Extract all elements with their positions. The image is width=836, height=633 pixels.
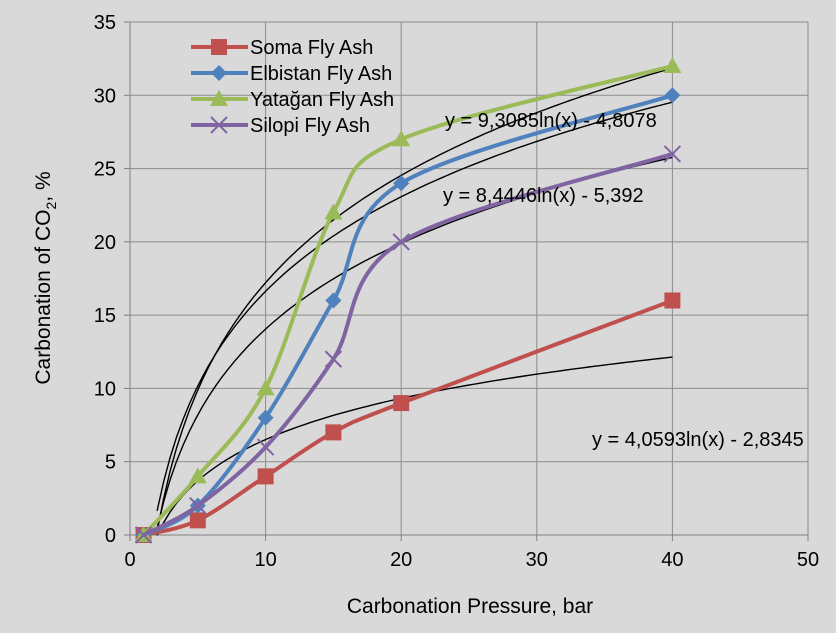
- series-silopi-fly-ash: [134, 145, 682, 544]
- legend-marker-silopi-fly-ash: [210, 116, 228, 134]
- x-axis-title: Carbonation Pressure, bar: [347, 595, 593, 618]
- y-tick-label: 25: [94, 159, 116, 181]
- trendline-equation-3: y = 4,0593ln(x) - 2,8345: [592, 429, 804, 451]
- y-tick-label: 15: [94, 305, 116, 327]
- legend-item-soma-fly-ash: Soma Fly Ash: [191, 37, 373, 59]
- data-point-soma-fly-ash-20: [393, 395, 410, 412]
- legend-marker-yata-an-fly-ash: [210, 90, 228, 106]
- axes: [124, 21, 809, 541]
- legend-item-elbistan-fly-ash: Elbistan Fly Ash: [191, 63, 392, 85]
- data-point-silopi-fly-ash-1: [134, 526, 153, 544]
- y-tick-label: 0: [105, 525, 116, 547]
- x-tick-label: 50: [797, 549, 819, 571]
- data-point-silopi-fly-ash-20: [392, 233, 410, 251]
- y-tick-label: 10: [94, 378, 116, 400]
- tick-labels: 0 5 10 15 20 25 30 35 0 10 20 30 40 50: [94, 12, 819, 571]
- legend-label-yata-an-fly-ash: Yatağan Fly Ash: [250, 89, 394, 111]
- data-point-elbistan-fly-ash-20: [393, 175, 410, 192]
- x-tick-label: 10: [254, 549, 276, 571]
- series-group: [134, 56, 682, 544]
- legend-marker-elbistan-fly-ash: [211, 65, 227, 81]
- x-tick-label: 30: [526, 549, 548, 571]
- data-point-elbistan-fly-ash-40: [664, 87, 681, 104]
- y-tick-label: 5: [105, 452, 116, 474]
- data-point-silopi-fly-ash-15: [324, 350, 343, 368]
- data-point-silopi-fly-ash-5: [189, 496, 207, 515]
- trendline-equation-2: y = 8,4446ln(x) - 5,392: [443, 185, 644, 207]
- data-point-yata-an-fly-ash-15: [324, 203, 343, 220]
- x-tick-label: 20: [390, 549, 412, 571]
- legend-item-yata-an-fly-ash: Yatağan Fly Ash: [191, 89, 394, 111]
- data-point-yata-an-fly-ash-40: [663, 56, 682, 73]
- trendline-4: [156, 67, 673, 532]
- data-point-silopi-fly-ash-40: [663, 145, 682, 163]
- data-point-soma-fly-ash-5: [189, 512, 206, 529]
- legend-label-soma-fly-ash: Soma Fly Ash: [250, 37, 373, 59]
- trendline-1: [156, 101, 673, 512]
- y-tick-label: 30: [94, 85, 116, 107]
- trendline-equations: y = 9,3085ln(x) - 4,8078 y = 8,4446ln(x) …: [443, 110, 804, 451]
- y-tick-label: 35: [94, 12, 116, 34]
- data-point-yata-an-fly-ash-20: [392, 130, 411, 147]
- y-axis-title-main: Carbonation of CO: [32, 210, 55, 385]
- legend-marker-soma-fly-ash: [211, 39, 227, 55]
- trendline-equation-1: y = 9,3085ln(x) - 4,8078: [445, 110, 657, 132]
- series-soma-fly-ash: [135, 292, 681, 543]
- data-point-soma-fly-ash-10: [257, 468, 274, 485]
- y-axis-title: Carbonation of CO2, %: [32, 171, 59, 384]
- data-point-elbistan-fly-ash-15: [325, 292, 342, 309]
- data-point-soma-fly-ash-15: [325, 424, 342, 441]
- data-point-yata-an-fly-ash-5: [188, 467, 207, 484]
- y-tick-label: 20: [94, 232, 116, 254]
- y-axis-title-tail: , %: [32, 171, 55, 201]
- data-point-yata-an-fly-ash-10: [256, 379, 275, 396]
- x-tick-label: 40: [661, 549, 683, 571]
- x-tick-label: 0: [124, 549, 135, 571]
- legend: Soma Fly Ash Elbistan Fly Ash Yatağan Fly …: [191, 37, 394, 137]
- data-point-elbistan-fly-ash-10: [257, 409, 274, 426]
- data-point-soma-fly-ash-40: [664, 292, 681, 309]
- legend-label-silopi-fly-ash: Silopi Fly Ash: [250, 115, 370, 137]
- y-axis-title-subscript: 2: [43, 202, 59, 210]
- legend-item-silopi-fly-ash: Silopi Fly Ash: [191, 115, 370, 137]
- data-point-silopi-fly-ash-10: [256, 438, 275, 456]
- legend-label-elbistan-fly-ash: Elbistan Fly Ash: [250, 63, 392, 85]
